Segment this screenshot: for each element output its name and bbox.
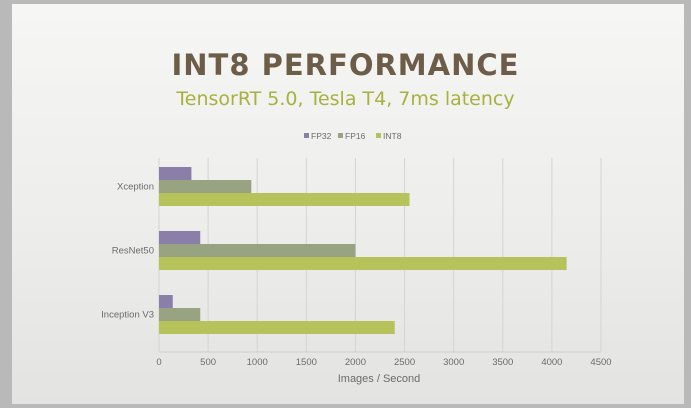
slide-title: INT8 PERFORMANCE [171, 48, 520, 82]
x-tick-label: 4000 [541, 357, 562, 368]
x-tick-label: 1000 [247, 357, 268, 368]
legend-label-int8: INT8 [383, 131, 402, 141]
category-label: ResNet50 [112, 246, 154, 257]
category-labels: Xception ResNet50 Inception V3 [101, 182, 154, 321]
legend-swatch-int8 [376, 133, 381, 138]
x-axis: 0 500 1000 1500 2000 2500 3000 3500 4000 4500 [156, 351, 612, 368]
bar-fp16-resnet50 [159, 244, 356, 257]
x-tick-label: 1500 [296, 357, 317, 368]
bar-fp32-inception-v3 [159, 295, 173, 308]
bar-fp32-resnet50 [159, 231, 201, 244]
legend-swatch-fp32 [304, 133, 309, 138]
x-tick-label: 3000 [443, 357, 464, 368]
bar-int8-resnet50 [159, 257, 567, 270]
x-tick-label: 500 [200, 357, 216, 368]
bar-int8-inception-v3 [159, 321, 395, 334]
legend-label-fp16: FP16 [345, 131, 366, 141]
x-tick-label: 4500 [590, 357, 611, 368]
bars [159, 167, 567, 334]
legend: FP32 FP16 INT8 [304, 131, 402, 141]
bar-fp32-xception [159, 167, 192, 180]
category-label: Inception V3 [101, 310, 154, 321]
x-tick-label: 0 [156, 357, 161, 368]
bar-fp16-inception-v3 [159, 308, 201, 321]
legend-swatch-fp16 [338, 133, 343, 138]
x-tick-label: 2500 [394, 357, 415, 368]
x-axis-title: Images / Second [338, 373, 421, 385]
legend-label-fp32: FP32 [311, 131, 332, 141]
x-tick-label: 3500 [492, 357, 513, 368]
bar-int8-xception [159, 193, 410, 206]
x-tick-label: 2000 [345, 357, 366, 368]
slide-subtitle: TensorRT 5.0, Tesla T4, 7ms latency [176, 88, 515, 110]
bar-fp16-xception [159, 180, 252, 193]
category-label: Xception [117, 182, 154, 193]
